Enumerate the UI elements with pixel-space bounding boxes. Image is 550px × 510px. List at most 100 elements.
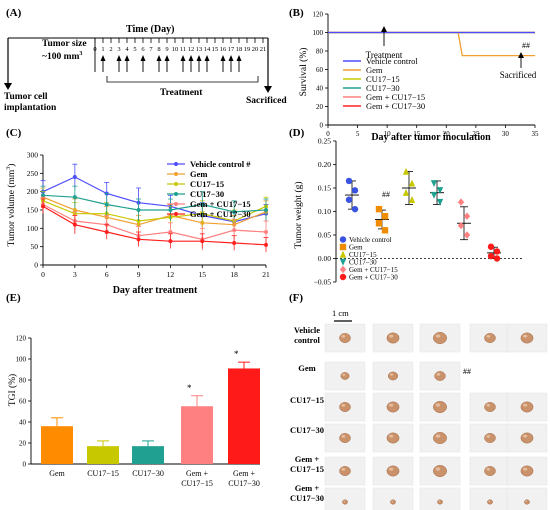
f-row-label-line: CU17−15 bbox=[290, 395, 324, 405]
f-tumor-highlight bbox=[523, 403, 528, 407]
f-tumor-highlight bbox=[486, 467, 491, 471]
e-category-label-line: Gem + bbox=[186, 469, 209, 478]
b-sacrificed-label: Sacrificed bbox=[500, 70, 537, 80]
e-category-label: CU17−15 bbox=[87, 469, 119, 478]
e-category-label: Gem + CU17−30 bbox=[228, 469, 260, 488]
panel-d-axes: −0.05 0.00 0.05 0.10 0.15 0.20 0.25 bbox=[314, 137, 522, 287]
c-point bbox=[168, 230, 173, 234]
implant-arrowhead bbox=[4, 83, 12, 90]
c-xtick-label: 6 bbox=[105, 270, 109, 279]
panel-b-ylabel: Survival (%) bbox=[298, 48, 309, 97]
c-legend-marker bbox=[174, 182, 178, 186]
d-legend-marker bbox=[339, 236, 347, 243]
panel-b: (B) Survival (%) Day after tumor inocula… bbox=[289, 7, 539, 143]
c-legend-entry: Gem + CU17−30 bbox=[190, 209, 251, 219]
b-xtick-label: 35 bbox=[532, 130, 540, 138]
d-legend-entry: Vehicle control bbox=[349, 236, 392, 244]
f-row-label: Vehicle control bbox=[294, 325, 321, 345]
f-tumor bbox=[387, 371, 399, 381]
d-point bbox=[463, 231, 471, 239]
e-category-label: Gem bbox=[49, 469, 65, 478]
f-tumor bbox=[433, 401, 447, 413]
timeline-day-label: 5 bbox=[133, 46, 136, 53]
f-tumor bbox=[484, 466, 496, 476]
e-bar bbox=[181, 406, 213, 464]
timeline-day-label: 19 bbox=[244, 46, 251, 53]
treatment-arrowhead bbox=[140, 55, 146, 61]
f-tumor bbox=[433, 465, 447, 477]
f-tumor-highlight bbox=[435, 334, 441, 338]
b-legend-entry: CU17−15 bbox=[366, 74, 400, 84]
c-series-line bbox=[42, 200, 267, 222]
d-ytick-label: 0.25 bbox=[318, 137, 331, 146]
c-point bbox=[168, 208, 173, 212]
panel-d: (D) Tumor weight (g) −0.05 0.00 0.05 0.10 0.… bbox=[289, 127, 522, 287]
c-point bbox=[264, 242, 268, 247]
tumor-size-sup: 3 bbox=[79, 51, 82, 57]
panel-a: (A) Time (Day) Tumor size ~100 mm3 Tumor… bbox=[4, 7, 287, 113]
panel-d-label: (D) bbox=[289, 127, 305, 139]
panel-c-axes: 0 50 100 150 200 250 300 0 3 6 9 12 15 18 21 bbox=[27, 151, 270, 280]
d-point bbox=[430, 191, 438, 199]
d-point bbox=[436, 187, 444, 195]
panel-a-time-title: Time (Day) bbox=[126, 24, 174, 35]
panel-d-ylabel: Tumor weight (g) bbox=[293, 181, 304, 248]
d-point bbox=[430, 180, 438, 187]
d-significance: ## bbox=[382, 190, 390, 199]
f-tumor bbox=[340, 372, 350, 380]
d-legend-entry: Gem + CU17−30 bbox=[349, 274, 398, 282]
panel-c: (C) Tumor volume (mm3) Day after treatme… bbox=[6, 127, 270, 296]
e-bar bbox=[87, 446, 119, 464]
f-tumor-highlight bbox=[389, 373, 394, 376]
f-tumor-photo bbox=[506, 487, 548, 510]
f-tumor bbox=[433, 332, 447, 344]
e-bar bbox=[228, 368, 260, 464]
c-point bbox=[104, 202, 109, 207]
treatment-arrowhead bbox=[100, 55, 106, 61]
c-point bbox=[136, 237, 141, 242]
b-xtick-label: 30 bbox=[502, 130, 510, 138]
c-xtick-label: 15 bbox=[199, 270, 207, 279]
f-row-label-line: control bbox=[294, 335, 320, 345]
b-treatment-arrowhead bbox=[381, 26, 387, 32]
f-tumor bbox=[434, 371, 446, 381]
c-point bbox=[200, 239, 205, 244]
b-ytick-label: 120 bbox=[313, 11, 324, 19]
timeline-day-label: 9 bbox=[165, 46, 168, 53]
b-ytick-label: 60 bbox=[316, 66, 324, 74]
d-legend-entry: CU17−15 bbox=[349, 251, 377, 259]
f-tumor bbox=[386, 465, 400, 477]
d-point bbox=[408, 196, 416, 203]
f-tumor-photo bbox=[324, 487, 366, 510]
f-tumor bbox=[487, 499, 493, 505]
d-point bbox=[487, 252, 495, 260]
f-tumor bbox=[520, 332, 534, 344]
f-row-label-line: CU17−15 bbox=[290, 464, 324, 474]
scale-label: 1 cm bbox=[332, 308, 349, 318]
b-ytick-label: 0 bbox=[320, 122, 324, 130]
d-point bbox=[402, 189, 410, 196]
b-significance: ## bbox=[522, 41, 530, 50]
d-ytick-label: 0.00 bbox=[318, 254, 331, 263]
c-point bbox=[200, 202, 205, 207]
f-tumor-highlight bbox=[389, 434, 394, 438]
e-ytick-label: 20 bbox=[19, 440, 27, 448]
f-tumor bbox=[339, 333, 351, 343]
d-point bbox=[436, 198, 444, 206]
c-ytick-label: 50 bbox=[31, 242, 39, 251]
c-point bbox=[264, 208, 268, 212]
treatment-arrowhead bbox=[156, 55, 162, 61]
treatment-arrowhead bbox=[220, 55, 226, 61]
f-tumor bbox=[339, 433, 351, 443]
d-ytick-label: 0.10 bbox=[318, 207, 331, 216]
timeline-day-label: 7 bbox=[149, 46, 153, 53]
treatment-arrowhead bbox=[116, 55, 122, 61]
panel-b-xlabel: Day after tumor inoculation bbox=[371, 132, 491, 143]
b-xtick-label: 15 bbox=[413, 130, 421, 138]
d-ytick-label: −0.05 bbox=[314, 278, 332, 287]
timeline-day-label: 3 bbox=[117, 46, 120, 53]
f-row-label: Gem + CU17−15 bbox=[290, 454, 324, 474]
f-tumor-highlight bbox=[523, 434, 528, 438]
f-row-label: Gem + CU17−30 bbox=[290, 483, 324, 503]
